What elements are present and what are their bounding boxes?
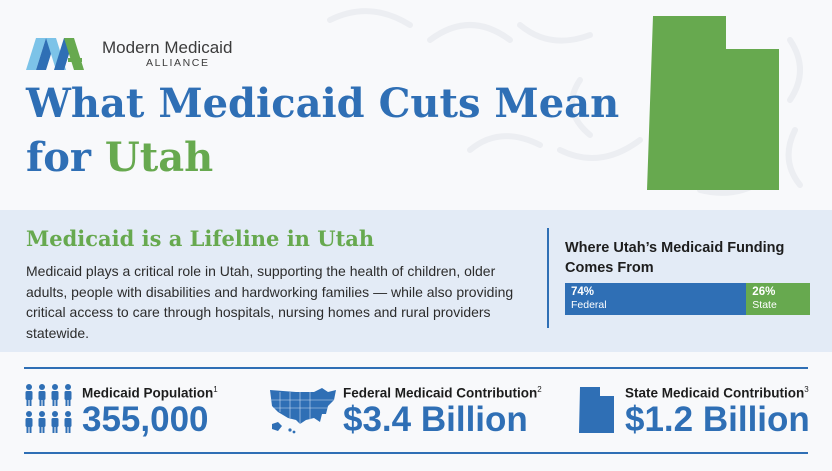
title-prefix: for <box>26 134 105 181</box>
funding-title: Where Utah’s Medicaid Funding Comes From <box>565 240 785 276</box>
utah-state-icon <box>579 387 614 433</box>
title-line-1: What Medicaid Cuts Mean <box>26 80 620 127</box>
lifeline-body: Medicaid plays a critical role in Utah, … <box>26 263 514 341</box>
stat-state-label: State Medicaid Contribution3 <box>625 385 809 401</box>
brand-logo: Modern Medicaid ALLIANCE <box>26 36 266 72</box>
footnote-3: 3 <box>804 385 809 394</box>
stats-bottom-rule <box>24 452 808 454</box>
lifeline-section <box>0 210 832 352</box>
brand-name: Modern Medicaid <box>102 38 233 57</box>
us-map-icon <box>270 388 336 434</box>
stat-federal-value: $3.4 Billion <box>343 400 528 439</box>
page-title: What Medicaid Cuts Mean for Utah <box>26 84 619 178</box>
stat-state-value: $1.2 Billion <box>625 400 810 439</box>
title-state: Utah <box>104 134 214 181</box>
background-pattern <box>327 8 803 196</box>
stat-population-value: 355,000 <box>82 400 209 439</box>
brand-subtitle: ALLIANCE <box>146 57 210 69</box>
people-icon <box>25 384 72 433</box>
federal-percent: 74% <box>571 286 595 298</box>
stat-federal-label: Federal Medicaid Contribution2 <box>343 385 542 401</box>
stat-population-label: Medicaid Population1 <box>82 385 218 401</box>
state-percent: 26% <box>752 286 776 298</box>
funding-segment-state: 26% State <box>746 283 810 315</box>
state-label: State <box>752 299 777 311</box>
funding-bar: 74% Federal 26% State <box>565 283 810 315</box>
federal-label: Federal <box>571 299 607 311</box>
logo-mark-icon <box>26 38 84 70</box>
lifeline-heading: Medicaid is a Lifeline in Utah <box>26 226 375 251</box>
footnote-2: 2 <box>537 385 542 394</box>
footnote-1: 1 <box>213 385 218 394</box>
utah-map-icon <box>647 16 779 190</box>
funding-segment-federal: 74% Federal <box>565 283 747 315</box>
title-line-2: for Utah <box>26 138 619 178</box>
stats-top-rule <box>24 367 808 369</box>
section-divider <box>547 228 549 328</box>
